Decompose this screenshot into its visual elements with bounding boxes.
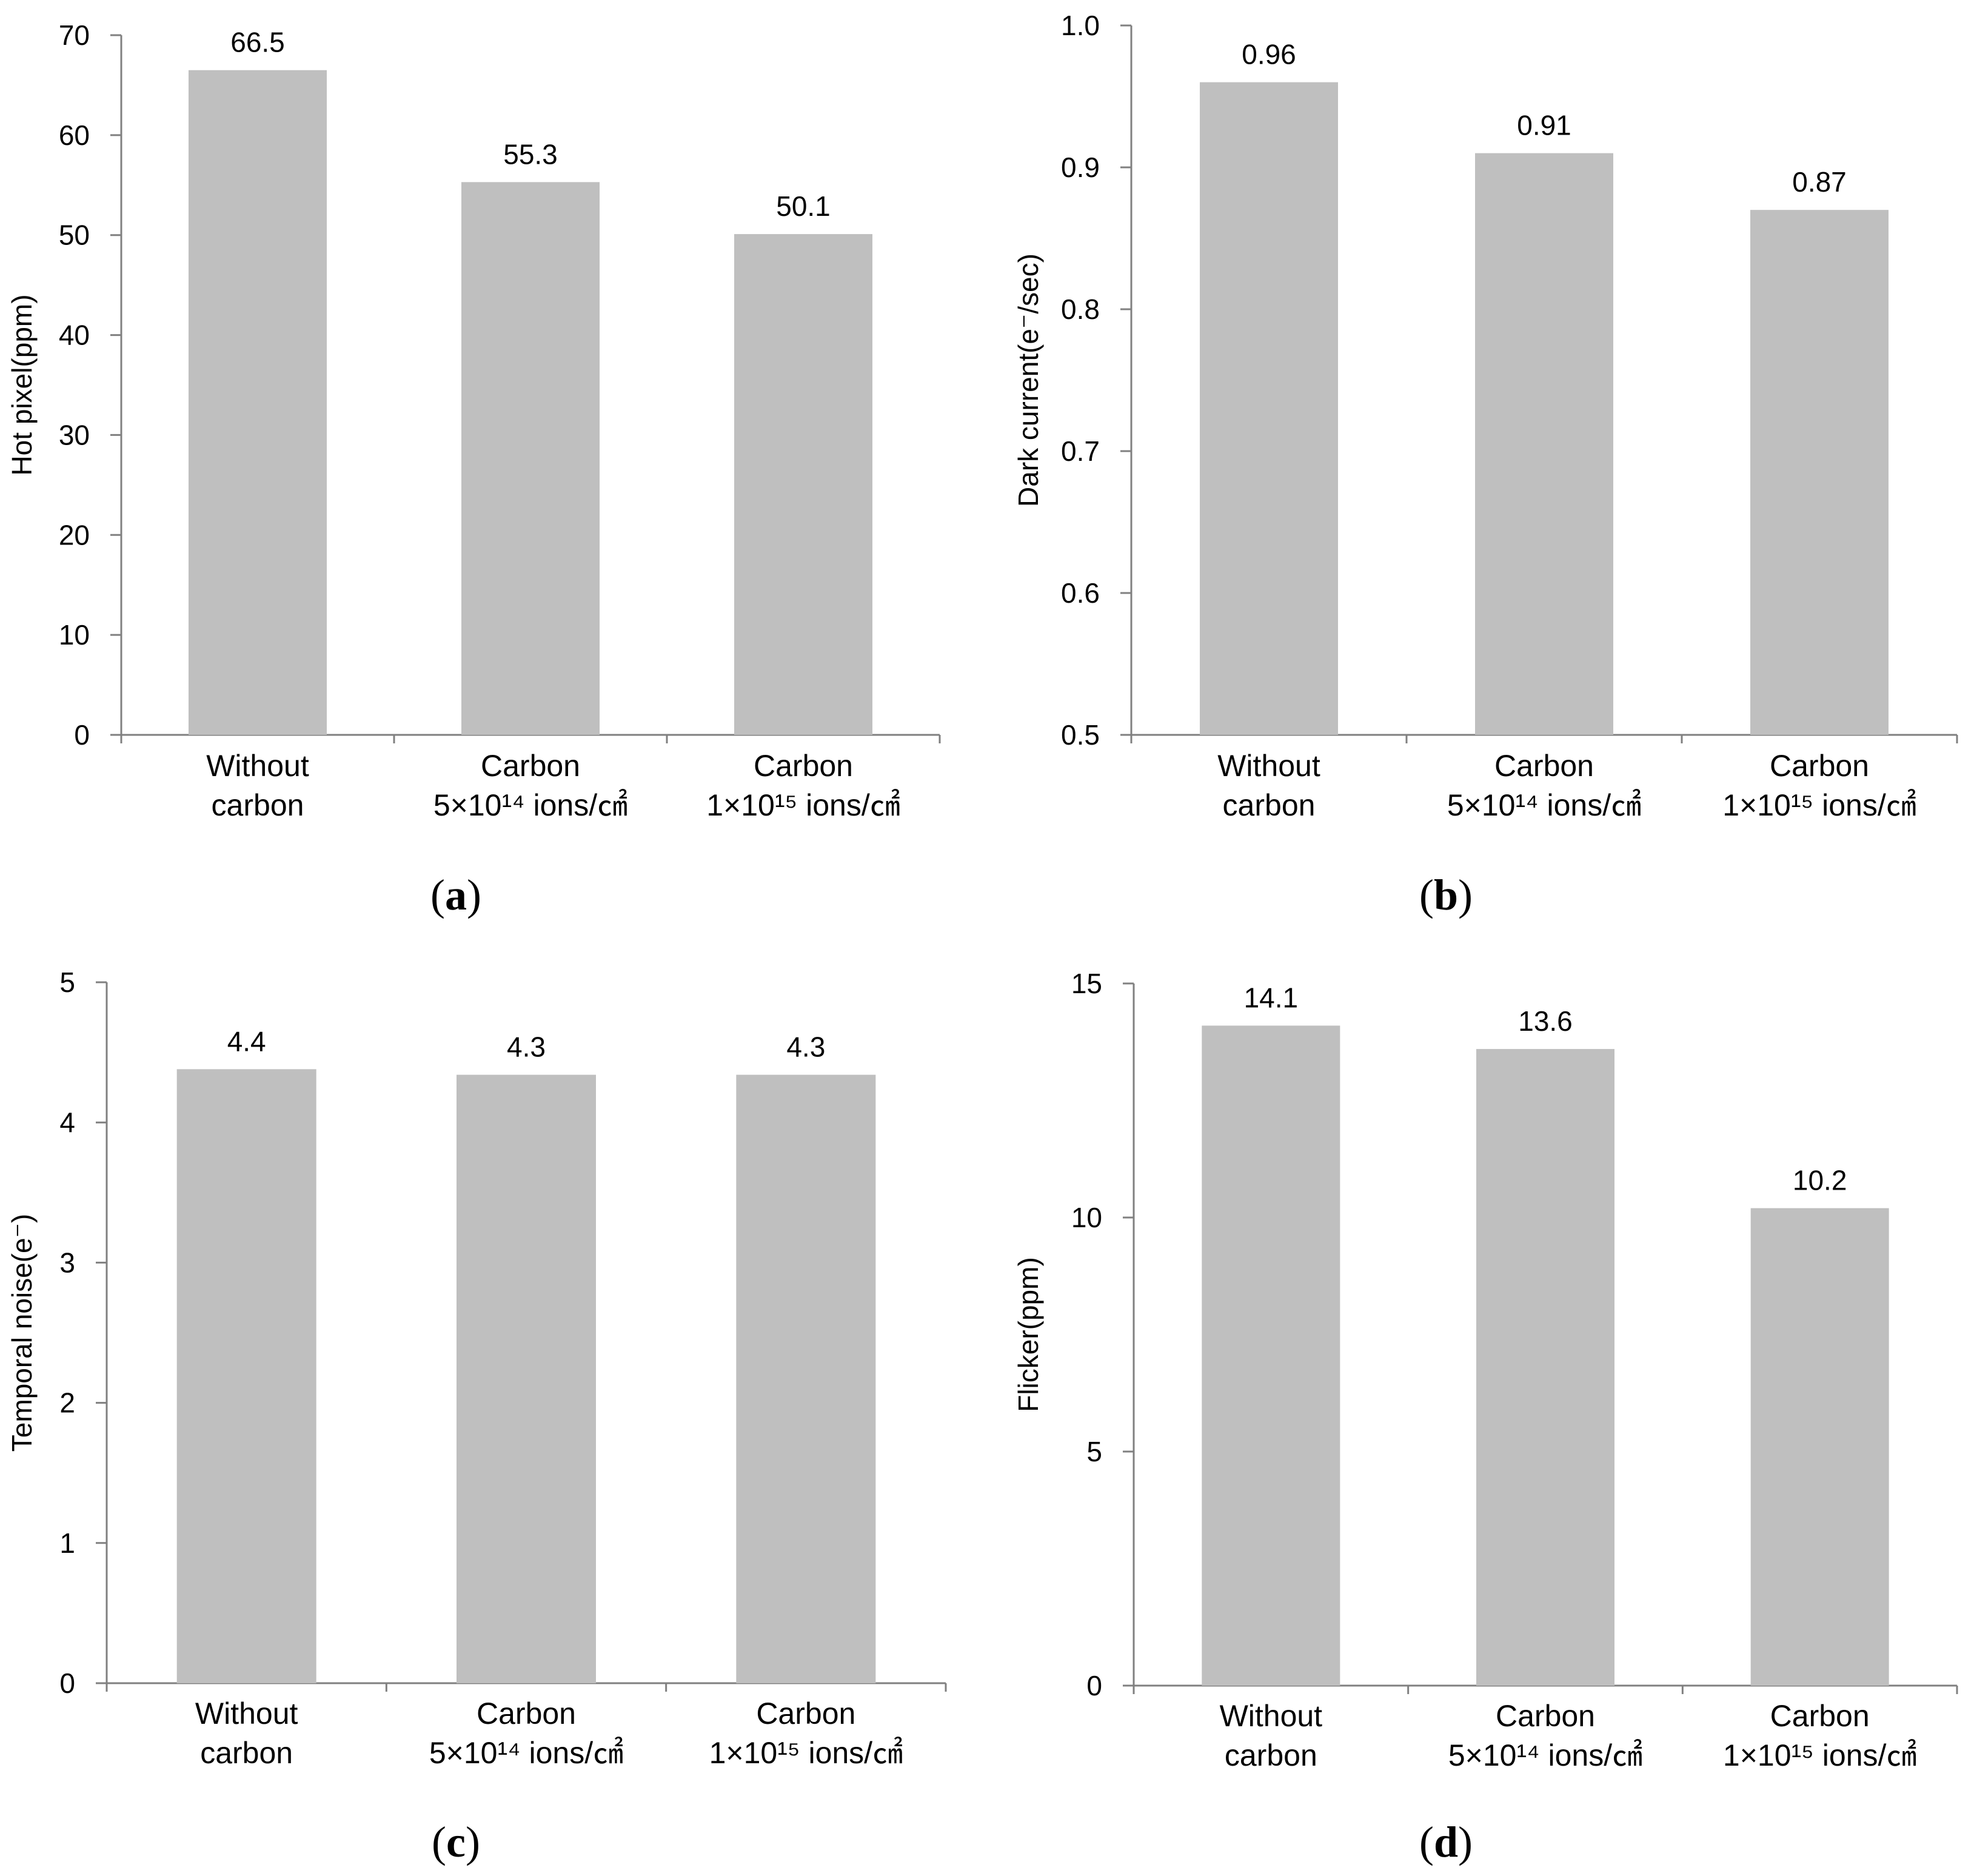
y-tick-label: 0.9 — [1061, 152, 1100, 183]
category-label-line2: 1×10¹⁵ ions/㎠ — [1723, 1738, 1917, 1772]
y-tick-label: 10 — [1071, 1202, 1102, 1233]
category-label-line1: Without — [206, 749, 309, 783]
category-label-line2: carbon — [1223, 788, 1316, 822]
data-label-1: 14.1 — [1244, 982, 1299, 1013]
category-label-line2: 5×10¹⁴ ions/㎠ — [429, 1736, 623, 1770]
data-label-1: 66.5 — [230, 27, 285, 58]
bar-3 — [1750, 1208, 1889, 1686]
y-tick-label: 10 — [59, 619, 90, 651]
y-tick-label: 2 — [59, 1387, 75, 1419]
y-tick-label: 0.5 — [1061, 719, 1100, 751]
y-tick-label: 5 — [59, 966, 75, 998]
category-label-line2: carbon — [1225, 1738, 1317, 1772]
category-label-line2: carbon — [200, 1736, 293, 1770]
panel-label: (c) — [432, 1818, 480, 1866]
bar-2 — [461, 182, 600, 735]
panel-label: (d) — [1419, 1818, 1473, 1866]
category-label-line1: Carbon — [1770, 749, 1869, 783]
bar-3 — [734, 234, 872, 735]
bar-2 — [1475, 153, 1613, 735]
y-tick-label: 60 — [59, 119, 90, 151]
chart-panel-d: 0 5 10 15 14.1 Without carbon 13.6 Carbon 5×10¹⁴ … — [1012, 968, 1958, 1866]
y-tick-label: 0.7 — [1061, 435, 1100, 467]
y-tick-label: 3 — [59, 1247, 75, 1278]
bar-1 — [1202, 1025, 1340, 1686]
y-tick-label: 20 — [59, 519, 90, 551]
bar-1 — [1200, 82, 1338, 735]
data-label-3: 10.2 — [1793, 1165, 1847, 1196]
y-tick-label: 70 — [59, 19, 90, 51]
category-label-line2: 5×10¹⁴ ions/㎠ — [1447, 788, 1641, 822]
panel-label: (b) — [1419, 871, 1473, 919]
bar-2 — [457, 1074, 596, 1683]
category-label-line2: 1×10¹⁵ ions/㎠ — [709, 1736, 903, 1770]
category-label-line1: Carbon — [481, 749, 580, 783]
category-label-line2: carbon — [212, 788, 304, 822]
y-axis-title: Hot pixel(ppm) — [6, 294, 38, 475]
data-label-2: 4.3 — [507, 1031, 546, 1063]
category-label-line1: Carbon — [754, 749, 853, 783]
bar-2 — [1476, 1049, 1614, 1686]
category-label-line1: Carbon — [1496, 1699, 1595, 1733]
y-tick-label: 15 — [1071, 968, 1102, 999]
data-label-1: 0.96 — [1242, 39, 1296, 70]
y-tick-label: 30 — [59, 419, 90, 451]
y-tick-label: 0 — [1086, 1670, 1102, 1701]
bar-3 — [736, 1074, 876, 1683]
category-label-line1: Without — [1217, 749, 1320, 783]
category-label-line1: Carbon — [477, 1697, 576, 1730]
y-tick-label: 0 — [74, 719, 90, 751]
y-tick-label: 5 — [1086, 1436, 1102, 1467]
category-label-line1: Carbon — [756, 1697, 855, 1730]
y-axis-title: Temporal noise(e⁻) — [6, 1214, 38, 1452]
category-label-line1: Without — [1220, 1699, 1323, 1733]
y-tick-label: 4 — [59, 1107, 75, 1138]
data-label-2: 0.91 — [1517, 110, 1571, 141]
chart-panel-a: 0 10 20 30 40 50 60 70 66.5 Without carbon 55.3 Carb… — [6, 19, 941, 919]
data-label-2: 55.3 — [503, 138, 558, 170]
y-tick-label: 1 — [59, 1527, 75, 1559]
bar-1 — [189, 70, 327, 735]
chart-panel-c: 0 1 2 3 4 5 4.4 Without carbon 4.3 Carbon 5×10¹⁴ io… — [6, 966, 947, 1866]
category-label-line1: Carbon — [1770, 1699, 1870, 1733]
y-axis-title: Flicker(ppm) — [1012, 1257, 1044, 1412]
category-label-line2: 5×10¹⁴ ions/㎠ — [1448, 1738, 1642, 1772]
data-label-2: 13.6 — [1518, 1005, 1573, 1037]
data-label-3: 50.1 — [776, 190, 831, 222]
y-tick-label: 0.8 — [1061, 293, 1100, 325]
y-tick-label: 0.6 — [1061, 577, 1100, 609]
category-label-line2: 1×10¹⁵ ions/㎠ — [706, 788, 900, 822]
bar-3 — [1750, 210, 1889, 735]
category-label-line1: Carbon — [1494, 749, 1594, 783]
bar-1 — [176, 1069, 316, 1683]
category-label-line1: Without — [195, 1697, 298, 1730]
data-label-1: 4.4 — [227, 1025, 266, 1057]
data-label-3: 4.3 — [786, 1031, 825, 1063]
y-tick-label: 50 — [59, 219, 90, 251]
category-label-line2: 1×10¹⁵ ions/㎠ — [1722, 788, 1916, 822]
data-label-3: 0.87 — [1792, 166, 1847, 198]
y-tick-label: 1.0 — [1061, 10, 1100, 41]
y-tick-label: 40 — [59, 320, 90, 351]
y-axis-title: Dark current(e⁻/sec) — [1012, 253, 1044, 507]
category-label-line2: 5×10¹⁴ ions/㎠ — [433, 788, 627, 822]
chart-panel-b: 0.5 0.6 0.7 0.8 0.9 1.0 0.96 Without carbon 0.91 C… — [1012, 10, 1958, 919]
y-tick-label: 0 — [59, 1667, 75, 1699]
panel-label: (a) — [430, 871, 481, 919]
